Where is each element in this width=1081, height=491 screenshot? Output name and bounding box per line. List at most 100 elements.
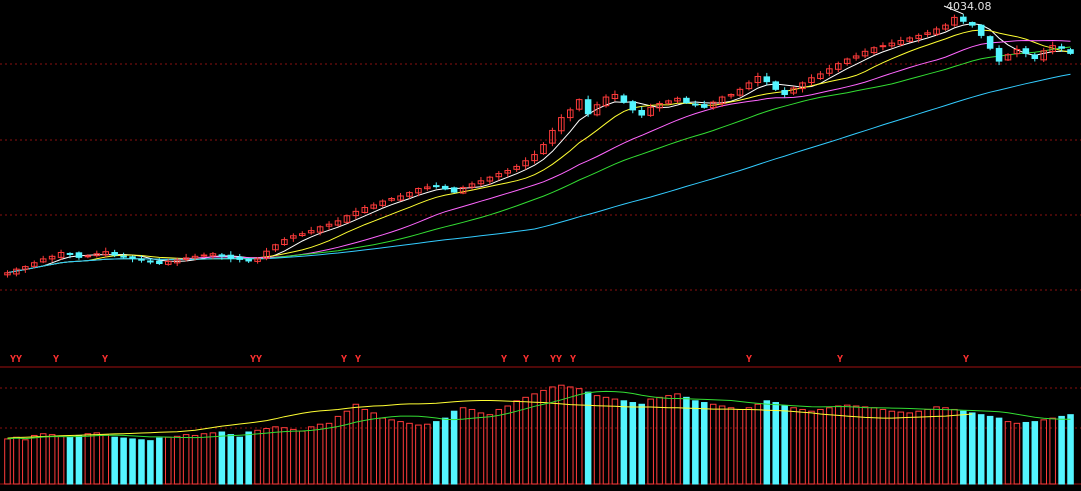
candle-body [468,183,476,188]
volume-bar [575,388,583,485]
volume-bar [75,434,83,485]
volume-bar [1004,421,1012,485]
volume-bar [924,408,931,485]
candle-body [379,200,386,206]
volume-bar [584,391,592,485]
candle-body [254,258,261,262]
signal-marker: Y [102,354,108,365]
candle-body [290,235,297,239]
volume-bar [441,417,449,485]
volume-bar [549,386,556,485]
volume-bar [164,436,172,485]
volume-bar [182,434,190,485]
volume-bar [236,436,244,485]
candle-body [790,87,797,94]
candle-body [334,220,342,226]
candle-body [388,198,395,201]
candle-body [57,251,65,258]
high-pointer-line [943,5,964,15]
candle-body [549,129,556,144]
candle-body [754,76,762,84]
candle-body [298,233,306,237]
candle-body [575,99,583,110]
candle-body [424,186,431,190]
candle-body [263,250,270,259]
signal-marker: YY [550,354,562,365]
volume-bar [745,407,753,485]
candle-body [665,100,672,104]
signal-marker: Y [501,354,507,365]
candle-body [486,176,494,182]
ma30-line [7,46,1071,274]
candle-body [352,210,360,217]
volume-bar [799,408,806,485]
candle-body [48,255,56,260]
volume-bar [736,408,744,485]
volume-bar [647,398,654,485]
volume-bar [522,396,529,485]
volume-bar [254,429,261,485]
candle-body [781,89,788,95]
volume-bar [281,427,288,485]
volume-bar [459,407,467,485]
volume-bar [665,395,672,485]
candle-body [513,165,520,170]
signal-marker: YY [250,354,262,365]
volume-bar [915,410,922,485]
candle-body [799,82,806,90]
candle-body [924,32,931,35]
candle-body [942,24,949,30]
candle-body [129,256,136,259]
volume-bar [200,433,208,485]
volume-bar [263,428,270,485]
volume-bar [808,410,815,485]
candle-body [281,239,288,246]
signal-marker: Y [963,354,969,365]
volume-bar [1058,415,1065,485]
volume-bar [513,400,520,485]
volume-bar [307,426,315,485]
ma10-line [7,29,1071,274]
candle-body [968,22,976,26]
volume-bar [147,440,154,485]
volume-bar [450,410,458,485]
volume-bar [370,412,378,485]
volume-bar [48,434,56,485]
volume-bar [852,405,860,485]
volume-bar [843,404,851,485]
volume-bar [540,389,547,485]
candle-body [147,260,154,263]
volume-bar [495,408,503,485]
candle-body [432,185,440,188]
volume-bar [727,407,735,485]
volume-bar [826,407,833,485]
candle-body [66,252,74,255]
volume-bar [218,431,226,485]
volume-bar [334,415,342,485]
candle-body [611,93,619,100]
candle-body [522,160,529,167]
candle-body [584,99,592,115]
candle-body [692,103,699,106]
candle-body [209,253,217,257]
candle-body [504,170,512,174]
volume-bar [13,436,20,485]
volume-bar [1049,417,1056,485]
volume-bar [1067,414,1074,485]
candle-body [1031,54,1039,60]
candle-body [272,244,279,251]
candle-body [933,28,940,35]
volume-bar [995,417,1003,485]
volume-ma5-line [7,400,973,439]
candle-body [960,16,967,22]
candle-body [763,76,771,83]
candle-body [1067,49,1074,54]
volume-bar [817,408,824,485]
candle-body [441,185,449,190]
volume-bar [477,412,485,485]
volume-bar [709,403,717,485]
ma5-line [7,23,1071,274]
volume-bar [432,421,440,485]
